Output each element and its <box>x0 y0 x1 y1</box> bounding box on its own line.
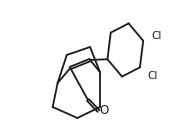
Text: O: O <box>100 105 109 118</box>
Text: Cl: Cl <box>147 71 157 81</box>
Text: Cl: Cl <box>152 31 162 41</box>
